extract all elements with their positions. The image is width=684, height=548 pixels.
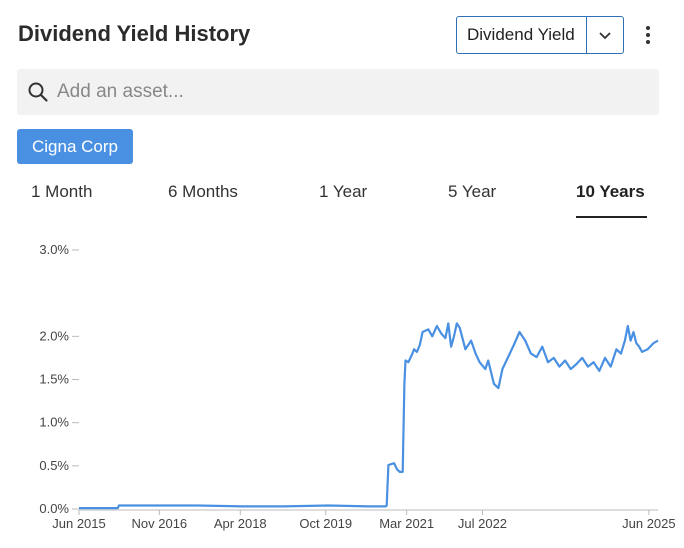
search-icon xyxy=(28,82,48,102)
more-dot-icon xyxy=(646,40,650,44)
y-tick-label: 0.5% xyxy=(39,458,69,473)
asset-chip[interactable]: Cigna Corp xyxy=(17,129,133,164)
x-tick-label: Nov 2016 xyxy=(132,516,188,531)
y-tick-label: 1.0% xyxy=(39,415,69,430)
chevron-down-icon xyxy=(599,32,611,40)
x-tick-label: Mar 2021 xyxy=(379,516,434,531)
x-tick-label: Jun 2025 xyxy=(622,516,676,531)
y-tick-label: 0.0% xyxy=(39,501,69,516)
more-options-button[interactable] xyxy=(638,24,658,46)
page-title: Dividend Yield History xyxy=(18,21,251,46)
x-tick-label: Oct 2019 xyxy=(299,516,352,531)
y-tick-label: 2.0% xyxy=(39,328,69,343)
x-tick-label: Jun 2015 xyxy=(52,516,106,531)
series-line xyxy=(79,322,659,510)
metric-select-value: Dividend Yield xyxy=(467,25,575,44)
more-dot-icon xyxy=(646,26,650,30)
asset-search[interactable] xyxy=(17,69,659,115)
metric-select[interactable]: Dividend Yield xyxy=(456,16,624,54)
tab-1-year[interactable]: 1 Year xyxy=(319,182,368,201)
y-tick-label: 3.0% xyxy=(39,242,69,257)
tab-1-month[interactable]: 1 Month xyxy=(31,182,93,201)
tab-6-months[interactable]: 6 Months xyxy=(168,182,238,201)
x-tick-label: Jul 2022 xyxy=(458,516,507,531)
more-dot-icon xyxy=(646,33,650,37)
x-tick-label: Apr 2018 xyxy=(214,516,267,531)
search-input[interactable] xyxy=(55,80,639,104)
metric-select-toggle[interactable] xyxy=(586,17,623,53)
tab-10-years[interactable]: 10 Years xyxy=(576,180,647,218)
y-tick-label: 1.5% xyxy=(39,372,69,387)
dividend-yield-chart: 0.0% 0.5% 1.0% 1.5% 2.0% 3.0% Jun 2015 Nov 2016… xyxy=(39,242,676,531)
tab-5-year[interactable]: 5 Year xyxy=(448,182,497,201)
range-tabs: 1 Month 6 Months 1 Year 5 Year 10 Years xyxy=(0,180,684,220)
